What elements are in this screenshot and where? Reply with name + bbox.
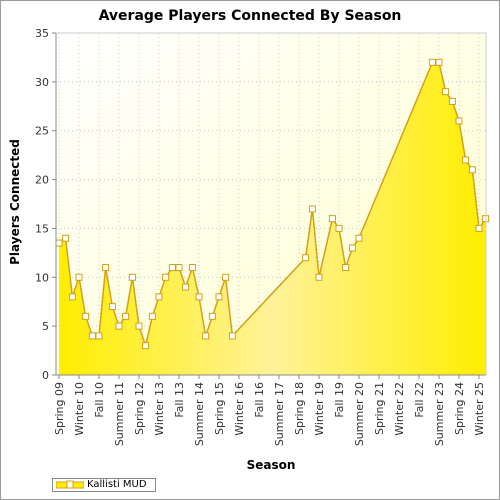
data-point-marker bbox=[182, 283, 190, 291]
x-tick-label: Spring 18 bbox=[293, 382, 306, 435]
y-tick-label: 20 bbox=[35, 174, 49, 187]
data-point-marker bbox=[315, 273, 323, 281]
y-tick-label: 5 bbox=[42, 320, 49, 333]
x-tick-label: Winter 13 bbox=[153, 382, 166, 436]
data-point-marker bbox=[348, 244, 356, 252]
data-point-marker bbox=[195, 293, 203, 301]
y-tick-label: 0 bbox=[42, 369, 49, 382]
data-point-marker bbox=[128, 273, 136, 281]
x-tick-label: Summer 23 bbox=[433, 382, 446, 446]
data-point-marker bbox=[222, 273, 230, 281]
data-point-marker bbox=[448, 97, 456, 105]
data-point-marker bbox=[95, 332, 103, 340]
data-point-marker bbox=[135, 322, 143, 330]
data-point-marker bbox=[428, 58, 436, 66]
y-tick-label: 10 bbox=[35, 271, 49, 284]
x-tick-label: Spring 15 bbox=[213, 382, 226, 435]
x-tick-label: Fall 10 bbox=[93, 382, 106, 418]
data-point-marker bbox=[308, 205, 316, 213]
data-point-marker bbox=[228, 332, 236, 340]
series-markers bbox=[55, 58, 490, 350]
data-point-marker bbox=[355, 234, 363, 242]
x-tick-label: Fall 19 bbox=[333, 382, 346, 418]
chart-title: Average Players Connected By Season bbox=[98, 8, 402, 24]
data-point-marker bbox=[342, 264, 350, 272]
data-point-marker bbox=[442, 88, 450, 96]
x-tick-label: Spring 24 bbox=[453, 382, 466, 435]
data-point-marker bbox=[215, 293, 223, 301]
y-tick-label: 35 bbox=[35, 27, 49, 40]
data-point-marker bbox=[462, 156, 470, 164]
axes: 0 5 10 15 20 25 30 35 Spring 09 Winter 10 Fall 10 S… bbox=[35, 27, 487, 446]
x-tick-label: Summer 20 bbox=[353, 382, 366, 446]
legend-label: Kallisti MUD bbox=[87, 479, 147, 490]
data-point-marker bbox=[188, 264, 196, 272]
y-tick-label: 30 bbox=[35, 76, 49, 89]
x-tick-label: Fall 16 bbox=[253, 382, 266, 418]
data-point-marker bbox=[122, 312, 130, 320]
y-tick-label: 15 bbox=[35, 222, 49, 235]
x-tick-label: Fall 13 bbox=[173, 382, 186, 418]
data-point-marker bbox=[68, 293, 76, 301]
x-tick-label: Spring 12 bbox=[133, 382, 146, 435]
data-point-marker bbox=[328, 215, 336, 223]
x-tick-label: Winter 10 bbox=[73, 382, 86, 436]
data-point-marker bbox=[82, 312, 90, 320]
data-point-marker bbox=[335, 224, 343, 232]
data-point-marker bbox=[455, 117, 463, 125]
y-tick-label: 25 bbox=[35, 125, 49, 138]
data-point-marker bbox=[148, 312, 156, 320]
x-tick-label: Winter 25 bbox=[473, 382, 486, 436]
data-point-marker bbox=[168, 264, 176, 272]
x-tick-label: Spring 09 bbox=[53, 382, 66, 435]
data-point-marker bbox=[142, 342, 150, 350]
data-point-marker bbox=[75, 273, 83, 281]
data-point-marker bbox=[435, 58, 443, 66]
data-point-marker bbox=[62, 234, 70, 242]
x-tick-label: Winter 19 bbox=[313, 382, 326, 436]
data-point-marker bbox=[208, 312, 216, 320]
data-point-marker bbox=[475, 224, 483, 232]
x-tick-label: Summer 11 bbox=[113, 382, 126, 446]
series-area bbox=[59, 62, 486, 376]
x-tick-label: Winter 22 bbox=[393, 382, 406, 436]
x-tick-label: Summer 14 bbox=[193, 382, 206, 446]
x-tick-label: Summer 17 bbox=[273, 382, 286, 446]
data-point-marker bbox=[202, 332, 210, 340]
x-axis-title: Season bbox=[246, 458, 296, 472]
data-point-marker bbox=[115, 322, 123, 330]
data-point-marker bbox=[108, 303, 116, 311]
legend: Kallisti MUD bbox=[52, 478, 156, 492]
x-tick-label: Winter 16 bbox=[233, 382, 246, 436]
data-point-marker bbox=[88, 332, 96, 340]
data-point-marker bbox=[302, 254, 310, 262]
data-point-marker bbox=[55, 239, 63, 247]
data-point-marker bbox=[162, 273, 170, 281]
data-point-marker bbox=[155, 293, 163, 301]
data-point-marker bbox=[102, 264, 110, 272]
x-tick-label: Spring 21 bbox=[373, 382, 386, 435]
x-tick-label: Fall 22 bbox=[413, 382, 426, 418]
legend-swatch-icon bbox=[56, 480, 84, 489]
data-point-marker bbox=[468, 166, 476, 174]
data-point-marker bbox=[175, 264, 183, 272]
